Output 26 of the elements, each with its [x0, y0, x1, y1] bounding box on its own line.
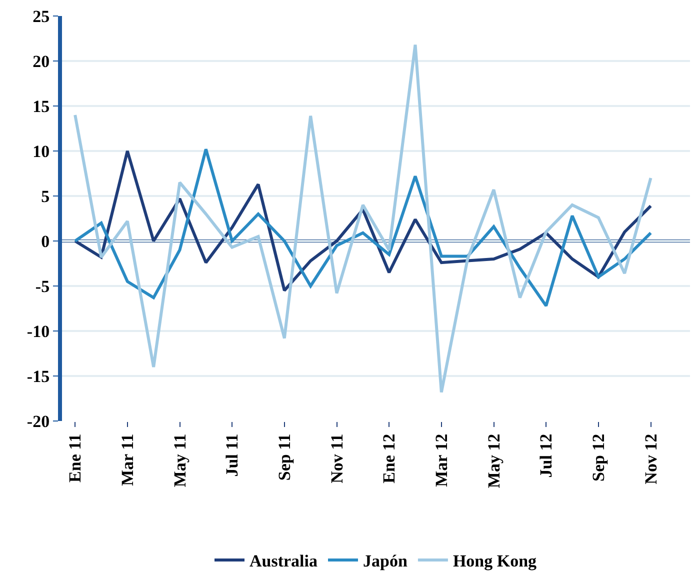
x-tick-label: Jul 11 — [222, 434, 242, 477]
x-tick-label: Nov 12 — [641, 434, 660, 484]
x-tick-label: Ene 12 — [380, 434, 399, 484]
x-tick-label: May 12 — [484, 434, 504, 488]
x-tick-label: Nov 11 — [327, 434, 346, 484]
y-tick-label: -5 — [35, 276, 50, 296]
y-tick-label: -20 — [26, 412, 50, 431]
y-tick-label: 5 — [41, 186, 50, 206]
x-tick-label: Sep 11 — [274, 434, 294, 481]
y-tick-label: 0 — [41, 232, 50, 251]
x-tick-label: May 11 — [170, 434, 190, 488]
legend-label: Australia — [250, 552, 318, 571]
legend-label: Hong Kong — [452, 552, 538, 571]
y-tick-label: 15 — [32, 96, 50, 116]
legend-label: Japón — [363, 552, 408, 571]
x-tick-label: Sep 12 — [588, 434, 608, 482]
x-tick-label: Mar 11 — [118, 434, 137, 486]
x-tick-label: Mar 12 — [432, 434, 451, 487]
y-tick-label: -15 — [26, 366, 50, 386]
x-tick-label: Jul 12 — [536, 434, 556, 478]
y-tick-label: 10 — [32, 142, 50, 161]
y-tick-label: 20 — [32, 52, 50, 71]
y-tick-label: -10 — [26, 322, 50, 341]
x-tick-label: Ene 11 — [66, 434, 85, 482]
y-tick-label: 25 — [32, 6, 50, 26]
line-series — [74, 43, 652, 394]
